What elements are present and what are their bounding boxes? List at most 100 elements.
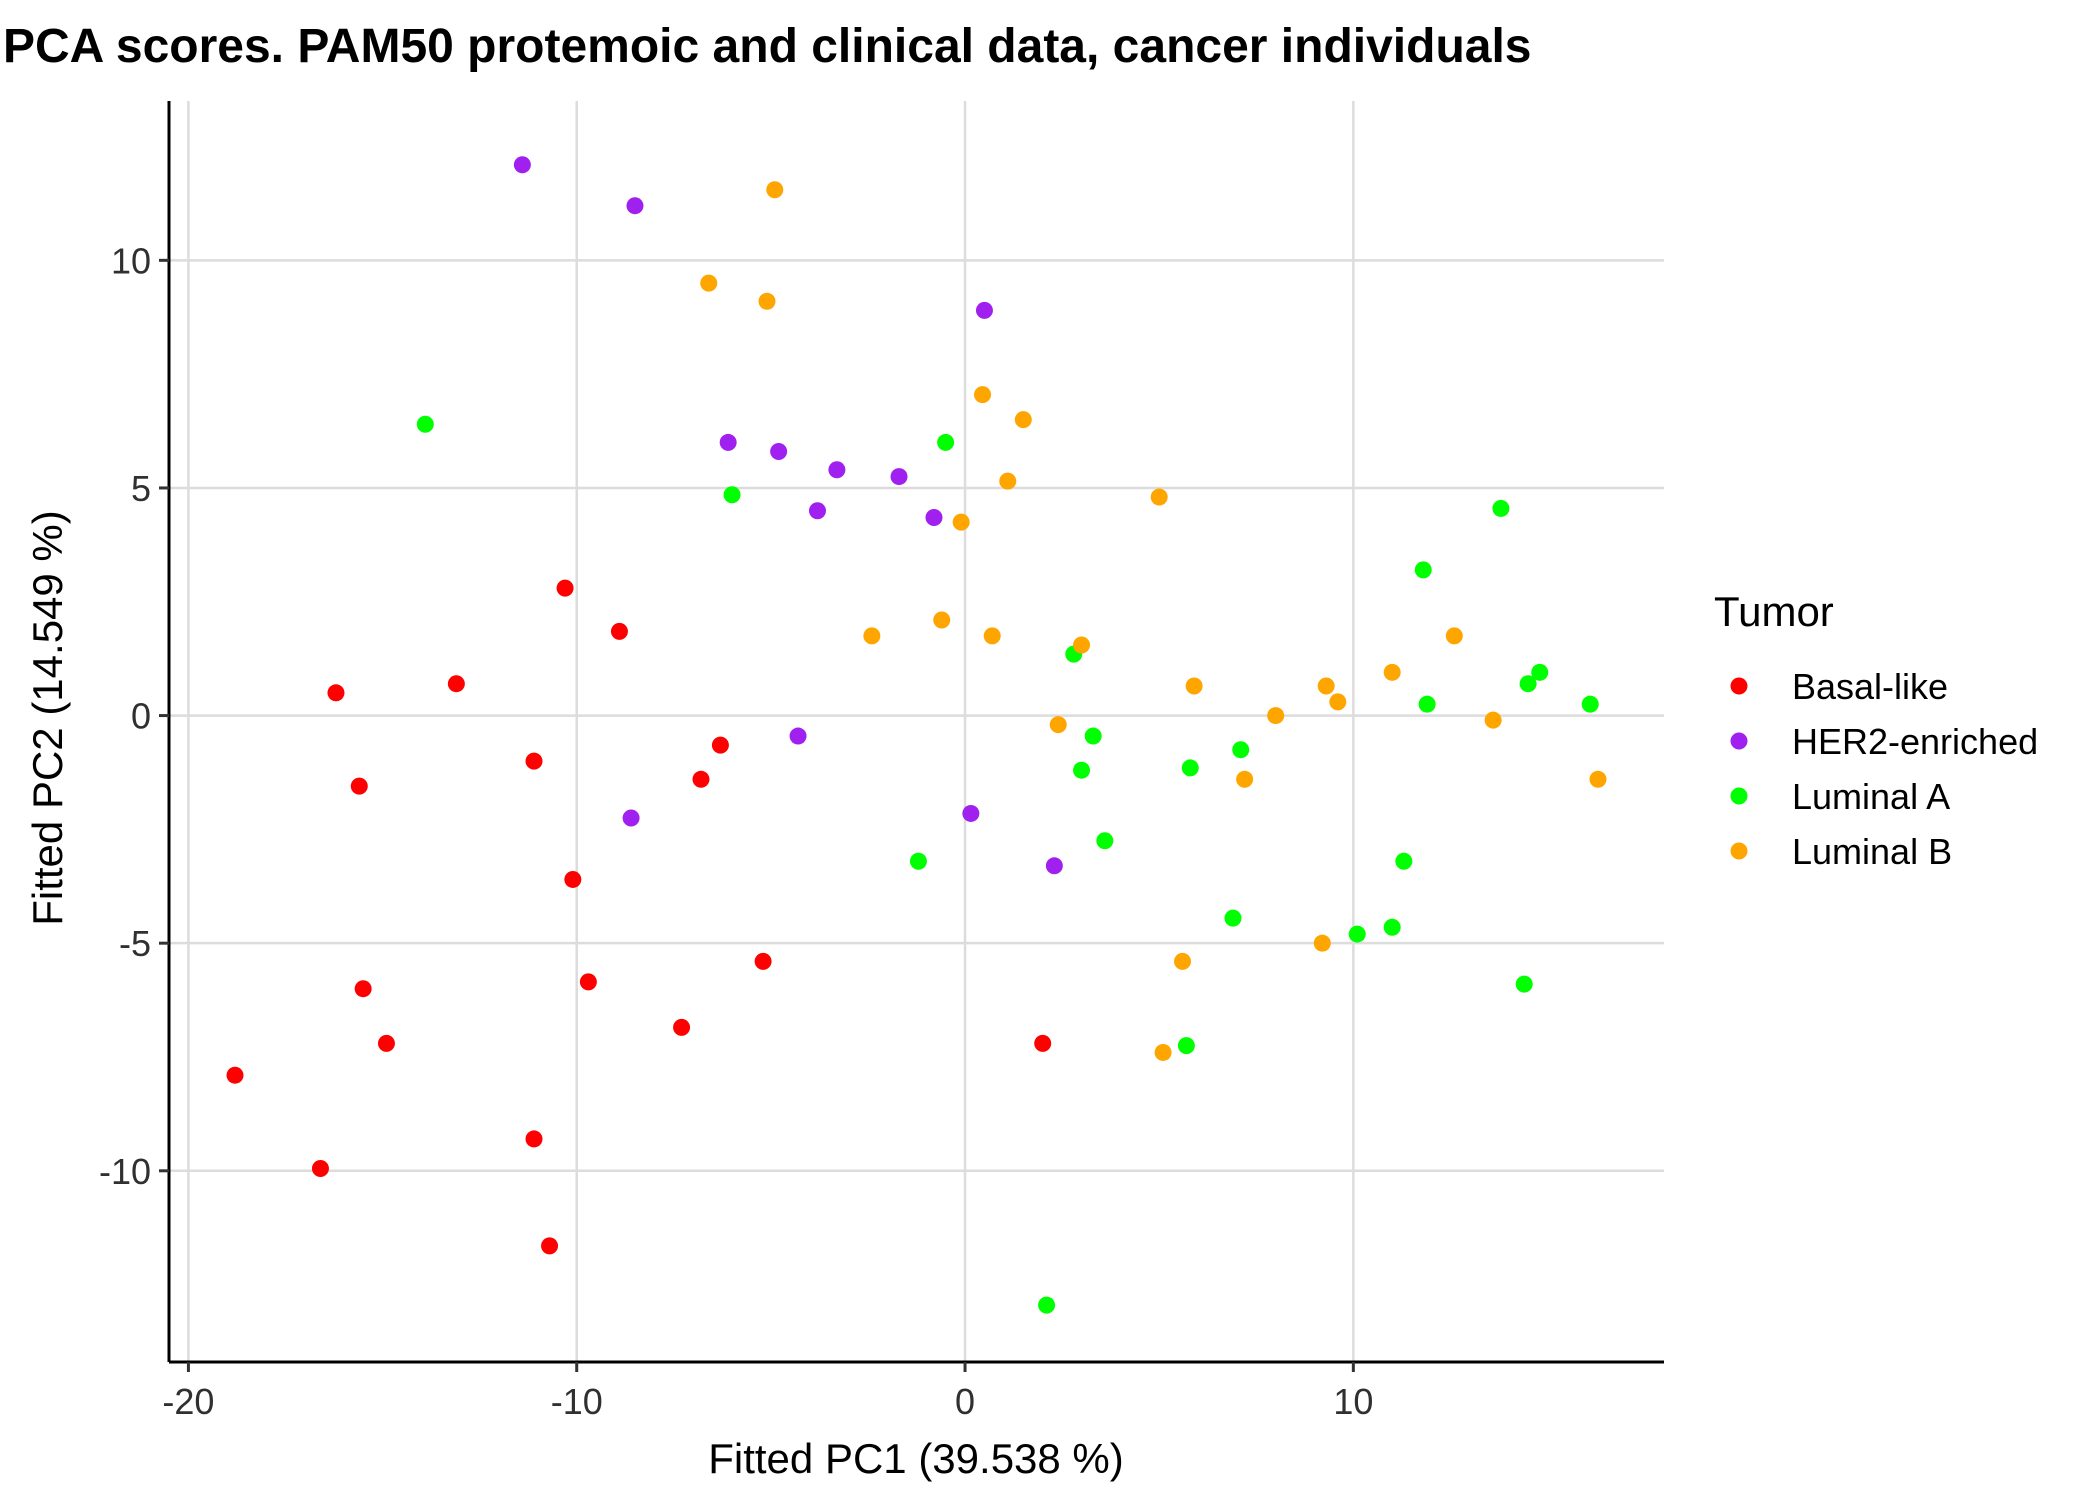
- data-point: [1418, 695, 1436, 713]
- data-point: [626, 197, 644, 215]
- data-point: [1589, 770, 1607, 788]
- x-tick-label: 10: [1333, 1381, 1373, 1422]
- data-point: [789, 727, 807, 745]
- data-point: [1395, 852, 1413, 870]
- data-point: [1173, 952, 1191, 970]
- data-point: [937, 433, 955, 451]
- data-point: [556, 579, 574, 597]
- data-point: [1383, 663, 1401, 681]
- data-point: [226, 1066, 244, 1084]
- data-point: [1096, 832, 1114, 850]
- legend-label: Luminal B: [1792, 831, 1952, 872]
- data-point: [622, 809, 640, 827]
- data-point: [311, 1160, 329, 1178]
- gridlines: [169, 101, 1664, 1362]
- data-point: [1073, 636, 1091, 654]
- legend-label: Luminal A: [1792, 776, 1950, 817]
- y-tick-label: -10: [99, 1151, 151, 1192]
- data-point: [350, 777, 368, 795]
- x-tick-label: -20: [162, 1381, 214, 1422]
- data-point: [1014, 411, 1032, 429]
- data-point: [770, 443, 788, 461]
- data-point: [416, 415, 434, 433]
- data-point: [1267, 707, 1285, 725]
- data-point: [525, 752, 543, 770]
- data-point: [975, 301, 993, 319]
- data-point: [758, 292, 776, 310]
- data-point: [541, 1237, 559, 1255]
- legend-label: Basal-like: [1792, 666, 1948, 707]
- data-point: [952, 513, 970, 531]
- data-point: [999, 472, 1017, 490]
- x-axis-ticks: -20 -10 0 10: [162, 1362, 1373, 1422]
- y-axis-title: Fitted PC2 (14.549 %): [24, 510, 71, 926]
- data-point: [1317, 677, 1335, 695]
- data-point: [983, 627, 1001, 645]
- data-point: [754, 952, 772, 970]
- data-point: [1232, 741, 1250, 759]
- data-point: [1484, 711, 1502, 729]
- data-point: [808, 502, 826, 520]
- legend-title: Tumor: [1714, 588, 1834, 635]
- data-point: [828, 461, 846, 479]
- y-tick-label: -5: [119, 923, 151, 964]
- data-point: [513, 156, 531, 174]
- y-tick-label: 5: [131, 468, 151, 509]
- data-point: [447, 675, 465, 693]
- data-point: [719, 433, 737, 451]
- x-tick-label: -10: [551, 1381, 603, 1422]
- legend-key: [1730, 787, 1748, 805]
- data-point: [1177, 1037, 1195, 1055]
- data-point: [1185, 677, 1203, 695]
- data-point: [1492, 499, 1510, 517]
- data-point: [1236, 770, 1254, 788]
- y-tick-label: 10: [111, 240, 151, 281]
- data-point: [354, 980, 372, 998]
- data-point: [723, 486, 741, 504]
- legend-key: [1730, 677, 1748, 695]
- data-point: [1445, 627, 1463, 645]
- data-point: [377, 1034, 395, 1052]
- data-point: [933, 611, 951, 629]
- data-point: [673, 1018, 691, 1036]
- legend: Tumor Basal-like HER2-enriched Luminal A Lu…: [1714, 588, 2038, 872]
- data-point: [692, 770, 710, 788]
- y-tick-label: 0: [131, 696, 151, 737]
- data-point: [1581, 695, 1599, 713]
- data-points: [226, 156, 1607, 1314]
- data-point: [925, 509, 943, 527]
- data-point: [1038, 1296, 1056, 1314]
- data-point: [579, 973, 597, 991]
- x-tick-label: 0: [955, 1381, 975, 1422]
- data-point: [1154, 1043, 1172, 1061]
- data-point: [610, 622, 628, 640]
- data-point: [962, 804, 980, 822]
- data-point: [890, 468, 908, 486]
- data-point: [1084, 727, 1102, 745]
- data-point: [1049, 716, 1067, 734]
- data-point: [974, 386, 992, 404]
- data-point: [1383, 918, 1401, 936]
- data-point: [1329, 693, 1347, 711]
- data-point: [1313, 934, 1331, 952]
- data-point: [1224, 909, 1242, 927]
- legend-key: [1730, 732, 1748, 750]
- data-point: [1531, 663, 1549, 681]
- x-axis-title: Fitted PC1 (39.538 %): [708, 1435, 1124, 1482]
- y-axis-ticks: -10 -5 0 5 10: [99, 240, 169, 1192]
- data-point: [863, 627, 881, 645]
- data-point: [1515, 975, 1533, 993]
- data-point: [711, 736, 729, 754]
- data-point: [1073, 761, 1091, 779]
- data-point: [1045, 857, 1063, 875]
- data-point: [1034, 1034, 1052, 1052]
- data-point: [525, 1130, 543, 1148]
- legend-key: [1730, 842, 1748, 860]
- data-point: [700, 274, 718, 292]
- axes: [167, 101, 1664, 1364]
- data-point: [1348, 925, 1366, 943]
- data-point: [1150, 488, 1168, 506]
- data-point: [564, 870, 582, 888]
- data-point: [1181, 759, 1199, 777]
